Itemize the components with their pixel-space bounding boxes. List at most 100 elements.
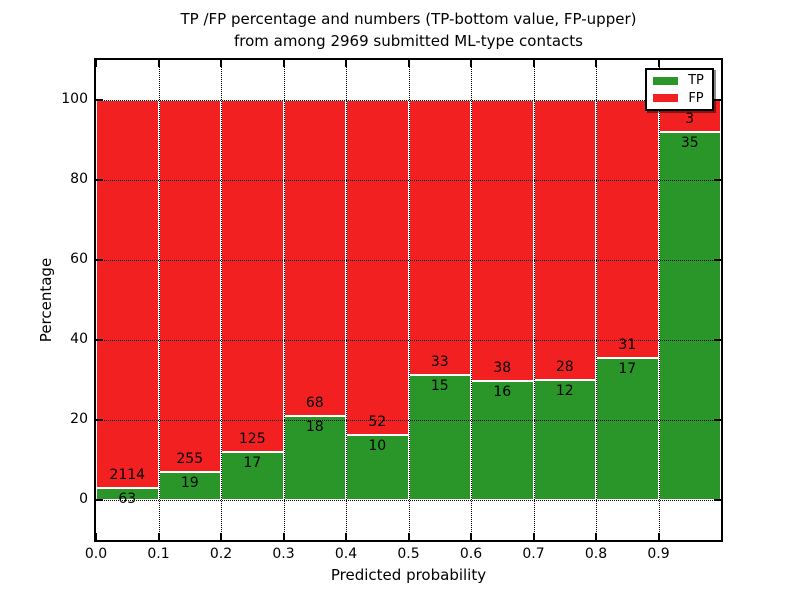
fp-count-label: 31 xyxy=(618,337,637,354)
y-tick-mark xyxy=(96,99,103,101)
fp-count-label: 28 xyxy=(555,359,574,375)
x-tick-mark xyxy=(470,533,472,540)
y-tick-label: 0 xyxy=(79,491,88,507)
gridline-vertical xyxy=(471,60,472,540)
x-tick-mark xyxy=(470,60,472,67)
tp-count-label: 15 xyxy=(430,378,449,394)
tp-count-label: 63 xyxy=(118,491,137,508)
fp-count-label: 33 xyxy=(430,354,449,370)
x-tick-mark xyxy=(345,60,347,67)
x-tick-mark xyxy=(407,60,410,67)
y-tick-mark xyxy=(714,259,721,261)
bar-segment-tp xyxy=(158,472,221,500)
fp-count-label: 2114 xyxy=(109,467,146,484)
bar-segment-fp xyxy=(221,100,284,453)
y-tick-mark xyxy=(714,99,721,101)
x-tick-mark xyxy=(657,533,660,540)
gridline-vertical xyxy=(408,60,410,540)
gridline-vertical xyxy=(346,60,347,540)
fp-count-label: 255 xyxy=(176,451,204,468)
bar-segment-fp xyxy=(471,100,534,382)
chart-title: TP /FP percentage and numbers (TP-bottom… xyxy=(0,8,800,52)
x-tick-mark xyxy=(532,533,535,540)
x-tick-label: 0.5 xyxy=(397,546,420,562)
tp-count-label: 17 xyxy=(243,455,262,472)
y-tick-label: 80 xyxy=(70,171,88,187)
y-tick-mark xyxy=(714,339,721,341)
bar-segment-tp xyxy=(408,375,471,500)
x-tick-mark xyxy=(282,533,285,540)
legend-entry-fp: FP xyxy=(653,91,706,106)
legend: TP FP xyxy=(645,68,714,111)
bar-segment-fp xyxy=(596,100,659,359)
tp-count-label: 16 xyxy=(493,384,512,401)
fp-count-label: 125 xyxy=(238,431,266,448)
x-tick-mark xyxy=(282,60,285,67)
y-tick-label: 60 xyxy=(70,251,88,267)
bar-segment-tp xyxy=(221,452,284,500)
y-tick-mark xyxy=(96,339,103,341)
bar-segment-fp xyxy=(96,100,159,489)
x-tick-mark xyxy=(657,60,660,67)
legend-swatch-fp xyxy=(653,94,678,103)
y-tick-mark xyxy=(714,419,721,421)
fp-count-label: 68 xyxy=(305,395,324,412)
x-tick-label: 0.2 xyxy=(209,546,233,562)
gridline-horizontal xyxy=(96,420,721,421)
plot-border xyxy=(94,58,723,542)
x-tick-label: 0.3 xyxy=(272,546,295,562)
gridline-vertical xyxy=(283,60,285,540)
x-tick-mark xyxy=(532,60,535,67)
y-tick-mark xyxy=(714,499,721,501)
bar-segment-tp xyxy=(96,488,159,500)
bar-segment-tp xyxy=(346,435,409,500)
gridline-horizontal xyxy=(96,260,721,261)
x-tick-mark xyxy=(345,533,347,540)
fp-count-label: 38 xyxy=(493,360,512,377)
y-tick-label: 100 xyxy=(61,91,88,107)
tp-count-label: 12 xyxy=(555,383,574,399)
tp-count-label: 17 xyxy=(618,361,637,378)
x-tick-mark xyxy=(595,533,597,540)
bar-segment-fp xyxy=(346,100,409,436)
x-tick-label: 0.6 xyxy=(459,546,483,562)
gridline-vertical xyxy=(221,60,222,540)
y-tick-label: 40 xyxy=(70,331,88,347)
gridline-horizontal xyxy=(96,100,721,101)
x-tick-mark xyxy=(95,533,97,540)
x-tick-label: 0.9 xyxy=(647,546,670,562)
x-tick-label: 0.0 xyxy=(84,546,108,562)
gridline-vertical xyxy=(533,60,535,540)
x-tick-label: 0.4 xyxy=(334,546,358,562)
tp-count-label: 10 xyxy=(368,438,387,455)
x-tick-mark xyxy=(407,533,410,540)
y-tick-label: 20 xyxy=(70,411,88,427)
bar-segment-fp xyxy=(158,100,221,473)
bar-segment-tp xyxy=(533,380,596,500)
x-tick-mark xyxy=(595,60,597,67)
x-tick-label: 0.8 xyxy=(584,546,608,562)
tp-count-label: 19 xyxy=(180,475,199,492)
y-tick-mark xyxy=(96,179,103,181)
legend-swatch-tp xyxy=(653,76,678,85)
chart-title-line2: from among 2969 submitted ML-type contac… xyxy=(234,32,583,50)
x-tick-label: 0.7 xyxy=(522,546,545,562)
gridline-vertical xyxy=(596,60,597,540)
gridline-vertical xyxy=(658,60,660,540)
legend-label-fp: FP xyxy=(688,90,704,106)
bar-segment-tp xyxy=(658,131,721,500)
x-tick-mark xyxy=(157,533,160,540)
bar-segment-tp xyxy=(596,358,659,500)
fp-count-label: 52 xyxy=(368,414,387,431)
x-tick-mark xyxy=(157,60,160,67)
y-tick-mark xyxy=(96,259,103,261)
fp-count-label: 3 xyxy=(685,110,695,127)
gridline-horizontal xyxy=(96,180,721,181)
chart-title-line1: TP /FP percentage and numbers (TP-bottom… xyxy=(180,10,637,28)
x-tick-mark xyxy=(220,533,222,540)
y-tick-mark xyxy=(714,179,721,181)
gridline-vertical xyxy=(158,60,160,540)
tp-count-label: 35 xyxy=(680,134,699,151)
